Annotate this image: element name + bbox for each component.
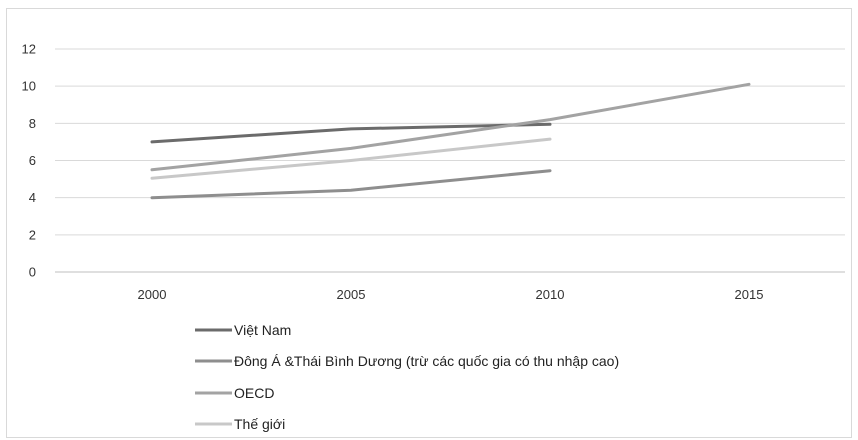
legend-label: Đông Á &Thái Bình Dương (trừ các quốc gi… <box>234 353 619 369</box>
x-tick-label: 2015 <box>735 287 764 302</box>
x-tick-label: 2000 <box>138 287 167 302</box>
chart-frame <box>6 8 852 438</box>
x-tick-label: 2010 <box>536 287 565 302</box>
y-tick-label: 6 <box>29 153 36 168</box>
x-tick-label: 2005 <box>337 287 366 302</box>
series-line-2 <box>150 169 552 200</box>
y-tick-label: 2 <box>29 227 36 242</box>
x-axis-ticks: 2000 2005 2010 2015 <box>138 287 764 302</box>
series-line-1 <box>150 122 552 144</box>
y-tick-label: 8 <box>29 116 36 131</box>
legend-label: Thế giới <box>234 416 285 432</box>
gridlines <box>55 48 845 273</box>
y-tick-label: 0 <box>29 265 36 280</box>
y-tick-label: 12 <box>22 42 36 57</box>
legend: Việt Nam Đông Á &Thái Bình Dương (trừ các… <box>195 322 619 432</box>
y-tick-label: 10 <box>22 79 36 94</box>
legend-label: OECD <box>234 385 274 401</box>
series-line-4 <box>150 137 552 180</box>
y-tick-label: 4 <box>29 190 36 205</box>
legend-label: Việt Nam <box>234 322 291 338</box>
series-lines <box>150 82 751 200</box>
series-line-3 <box>150 82 751 172</box>
y-axis-ticks: 0 2 4 6 8 10 12 <box>22 42 36 280</box>
